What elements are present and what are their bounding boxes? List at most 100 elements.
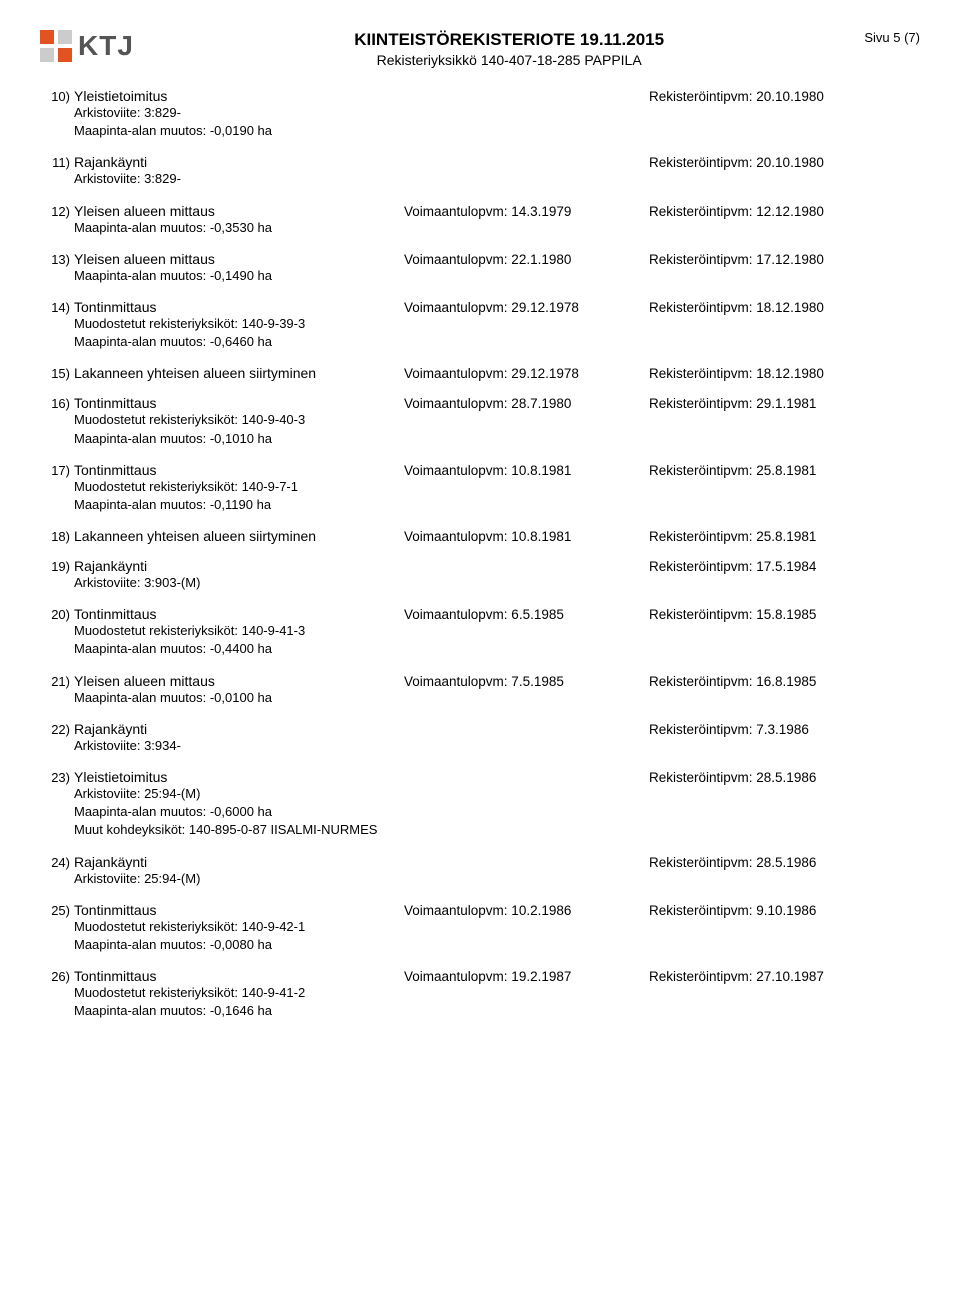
entry-row: 10)YleistietoimitusRekisteröintipvm: 20.…	[40, 88, 920, 104]
entry-number: 23)	[40, 770, 74, 785]
entry-row: 18)Lakanneen yhteisen alueen siirtyminen…	[40, 528, 920, 544]
entry-number: 26)	[40, 969, 74, 984]
entry: 17)TontinmittausVoimaantulopvm: 10.8.198…	[40, 462, 920, 514]
entry: 20)TontinmittausVoimaantulopvm: 6.5.1985…	[40, 606, 920, 658]
entry-rekisterointipvm: Rekisteröintipvm: 7.3.1986	[649, 722, 809, 737]
entry-number: 13)	[40, 252, 74, 267]
entry-detail: Muodostetut rekisteriyksiköt: 140-9-7-1	[74, 478, 920, 496]
entry-voimaantulopvm: Voimaantulopvm: 10.8.1981	[404, 463, 649, 478]
entry-detail: Muut kohdeyksiköt: 140-895-0-87 IISALMI-…	[74, 821, 920, 839]
entry-title: Tontinmittaus	[74, 299, 404, 315]
entry-rekisterointipvm: Rekisteröintipvm: 16.8.1985	[649, 674, 816, 689]
entry-row: 19)Rajankäynti Rekisteröintipvm: 17.5.198…	[40, 558, 920, 574]
entry-rekisterointipvm: Rekisteröintipvm: 17.12.1980	[649, 252, 824, 267]
entry-rekisterointipvm: Rekisteröintipvm: 29.1.1981	[649, 396, 816, 411]
entry-detail: Maapinta-alan muutos: -0,6000 ha	[74, 803, 920, 821]
entry-rekisterointipvm: Rekisteröintipvm: 12.12.1980	[649, 204, 824, 219]
entry-title: Yleistietoimitus	[74, 88, 404, 104]
entry-row: 26)TontinmittausVoimaantulopvm: 19.2.198…	[40, 968, 920, 984]
entry-row: 11)RajankäyntiRekisteröintipvm: 20.10.19…	[40, 154, 920, 170]
entry-detail: Maapinta-alan muutos: -0,1010 ha	[74, 430, 920, 448]
entry-detail: Maapinta-alan muutos: -0,3530 ha	[74, 219, 920, 237]
entry-rekisterointipvm: Rekisteröintipvm: 18.12.1980	[649, 300, 824, 315]
entry-voimaantulopvm: Voimaantulopvm: 29.12.1978	[404, 300, 649, 315]
entry: 13)Yleisen alueen mittausVoimaantulopvm:…	[40, 251, 920, 285]
document-subtitle: Rekisteriyksikkö 140-407-18-285 PAPPILA	[154, 52, 864, 68]
entry-title: Rajankäynti	[74, 154, 404, 170]
entry-detail: Muodostetut rekisteriyksiköt: 140-9-39-3	[74, 315, 920, 333]
entry-detail: Muodostetut rekisteriyksiköt: 140-9-40-3	[74, 411, 920, 429]
entry-number: 17)	[40, 463, 74, 478]
entry-rekisterointipvm: Rekisteröintipvm: 17.5.1984	[649, 559, 816, 574]
entry-row: 16)TontinmittausVoimaantulopvm: 28.7.198…	[40, 395, 920, 411]
entry-rekisterointipvm: Rekisteröintipvm: 25.8.1981	[649, 529, 816, 544]
entry-rekisterointipvm: Rekisteröintipvm: 18.12.1980	[649, 366, 824, 381]
entry-detail: Maapinta-alan muutos: -0,4400 ha	[74, 640, 920, 658]
entry-voimaantulopvm: Voimaantulopvm: 10.8.1981	[404, 529, 649, 544]
entry-number: 15)	[40, 366, 74, 381]
logo-text: KTJ	[78, 30, 134, 62]
entry: 19)Rajankäynti Rekisteröintipvm: 17.5.198…	[40, 558, 920, 592]
entry: 14)TontinmittausVoimaantulopvm: 29.12.19…	[40, 299, 920, 351]
entry: 23)Yleistietoimitus Rekisteröintipvm: 28.…	[40, 769, 920, 840]
entry: 16)TontinmittausVoimaantulopvm: 28.7.198…	[40, 395, 920, 447]
document-title: KIINTEISTÖREKISTERIOTE 19.11.2015	[154, 30, 864, 50]
entry: 10)YleistietoimitusRekisteröintipvm: 20.…	[40, 88, 920, 140]
entry-row: 25)TontinmittausVoimaantulopvm: 10.2.198…	[40, 902, 920, 918]
entry-rekisterointipvm: Rekisteröintipvm: 15.8.1985	[649, 607, 816, 622]
entry-voimaantulopvm: Voimaantulopvm: 10.2.1986	[404, 903, 649, 918]
entry-row: 21)Yleisen alueen mittausVoimaantulopvm:…	[40, 673, 920, 689]
entry-title: Lakanneen yhteisen alueen siirtyminen	[74, 365, 404, 381]
entry: 26)TontinmittausVoimaantulopvm: 19.2.198…	[40, 968, 920, 1020]
entry-rekisterointipvm: Rekisteröintipvm: 20.10.1980	[649, 89, 824, 104]
entry-detail: Arkistoviite: 3:934-	[74, 737, 920, 755]
entry-voimaantulopvm: Voimaantulopvm: 28.7.1980	[404, 396, 649, 411]
entry-row: 12)Yleisen alueen mittausVoimaantulopvm:…	[40, 203, 920, 219]
entry-rekisterointipvm: Rekisteröintipvm: 28.5.1986	[649, 770, 816, 785]
entry-number: 22)	[40, 722, 74, 737]
entry-detail: Muodostetut rekisteriyksiköt: 140-9-42-1	[74, 918, 920, 936]
entry: 21)Yleisen alueen mittausVoimaantulopvm:…	[40, 673, 920, 707]
entry-title: Tontinmittaus	[74, 968, 404, 984]
entry-row: 15)Lakanneen yhteisen alueen siirtyminen…	[40, 365, 920, 381]
page-number: Sivu 5 (7)	[864, 30, 920, 45]
entry-detail: Maapinta-alan muutos: -0,6460 ha	[74, 333, 920, 351]
entry: 12)Yleisen alueen mittausVoimaantulopvm:…	[40, 203, 920, 237]
entry-detail: Arkistoviite: 3:829-	[74, 170, 920, 188]
entry-detail: Maapinta-alan muutos: -0,0100 ha	[74, 689, 920, 707]
entry: 22)Rajankäynti Rekisteröintipvm: 7.3.1986…	[40, 721, 920, 755]
entry: 11)RajankäyntiRekisteröintipvm: 20.10.19…	[40, 154, 920, 188]
entry-rekisterointipvm: Rekisteröintipvm: 27.10.1987	[649, 969, 824, 984]
entries-list: 10)YleistietoimitusRekisteröintipvm: 20.…	[40, 88, 920, 1021]
entry-row: 20)TontinmittausVoimaantulopvm: 6.5.1985…	[40, 606, 920, 622]
entry-voimaantulopvm: Voimaantulopvm: 29.12.1978	[404, 366, 649, 381]
entry-number: 24)	[40, 855, 74, 870]
entry-detail: Arkistoviite: 25:94-(M)	[74, 870, 920, 888]
logo-icon	[40, 30, 72, 62]
entry-title: Rajankäynti	[74, 721, 404, 737]
entry-detail: Muodostetut rekisteriyksiköt: 140-9-41-3	[74, 622, 920, 640]
entry: 15)Lakanneen yhteisen alueen siirtyminen…	[40, 365, 920, 381]
entry-title: Yleistietoimitus	[74, 769, 404, 785]
entry-title: Tontinmittaus	[74, 606, 404, 622]
entry-row: 22)Rajankäynti Rekisteröintipvm: 7.3.1986	[40, 721, 920, 737]
entry-number: 21)	[40, 674, 74, 689]
entry-title: Rajankäynti	[74, 558, 404, 574]
entry-title: Tontinmittaus	[74, 395, 404, 411]
entry-number: 16)	[40, 396, 74, 411]
entry-row: 14)TontinmittausVoimaantulopvm: 29.12.19…	[40, 299, 920, 315]
entry-detail: Arkistoviite: 3:903-(M)	[74, 574, 920, 592]
logo: KTJ	[40, 30, 134, 62]
entry-detail: Maapinta-alan muutos: -0,1646 ha	[74, 1002, 920, 1020]
entry-detail: Arkistoviite: 3:829-	[74, 104, 920, 122]
entry-detail: Maapinta-alan muutos: -0,0080 ha	[74, 936, 920, 954]
entry-title: Rajankäynti	[74, 854, 404, 870]
entry-title: Tontinmittaus	[74, 902, 404, 918]
entry-row: 24)RajankäyntiRekisteröintipvm: 28.5.198…	[40, 854, 920, 870]
entry-number: 19)	[40, 559, 74, 574]
header-center: KIINTEISTÖREKISTERIOTE 19.11.2015 Rekist…	[154, 30, 864, 68]
entry-number: 25)	[40, 903, 74, 918]
page-header: KTJ KIINTEISTÖREKISTERIOTE 19.11.2015 Re…	[40, 30, 920, 68]
entry-row: 13)Yleisen alueen mittausVoimaantulopvm:…	[40, 251, 920, 267]
entry-voimaantulopvm: Voimaantulopvm: 22.1.1980	[404, 252, 649, 267]
